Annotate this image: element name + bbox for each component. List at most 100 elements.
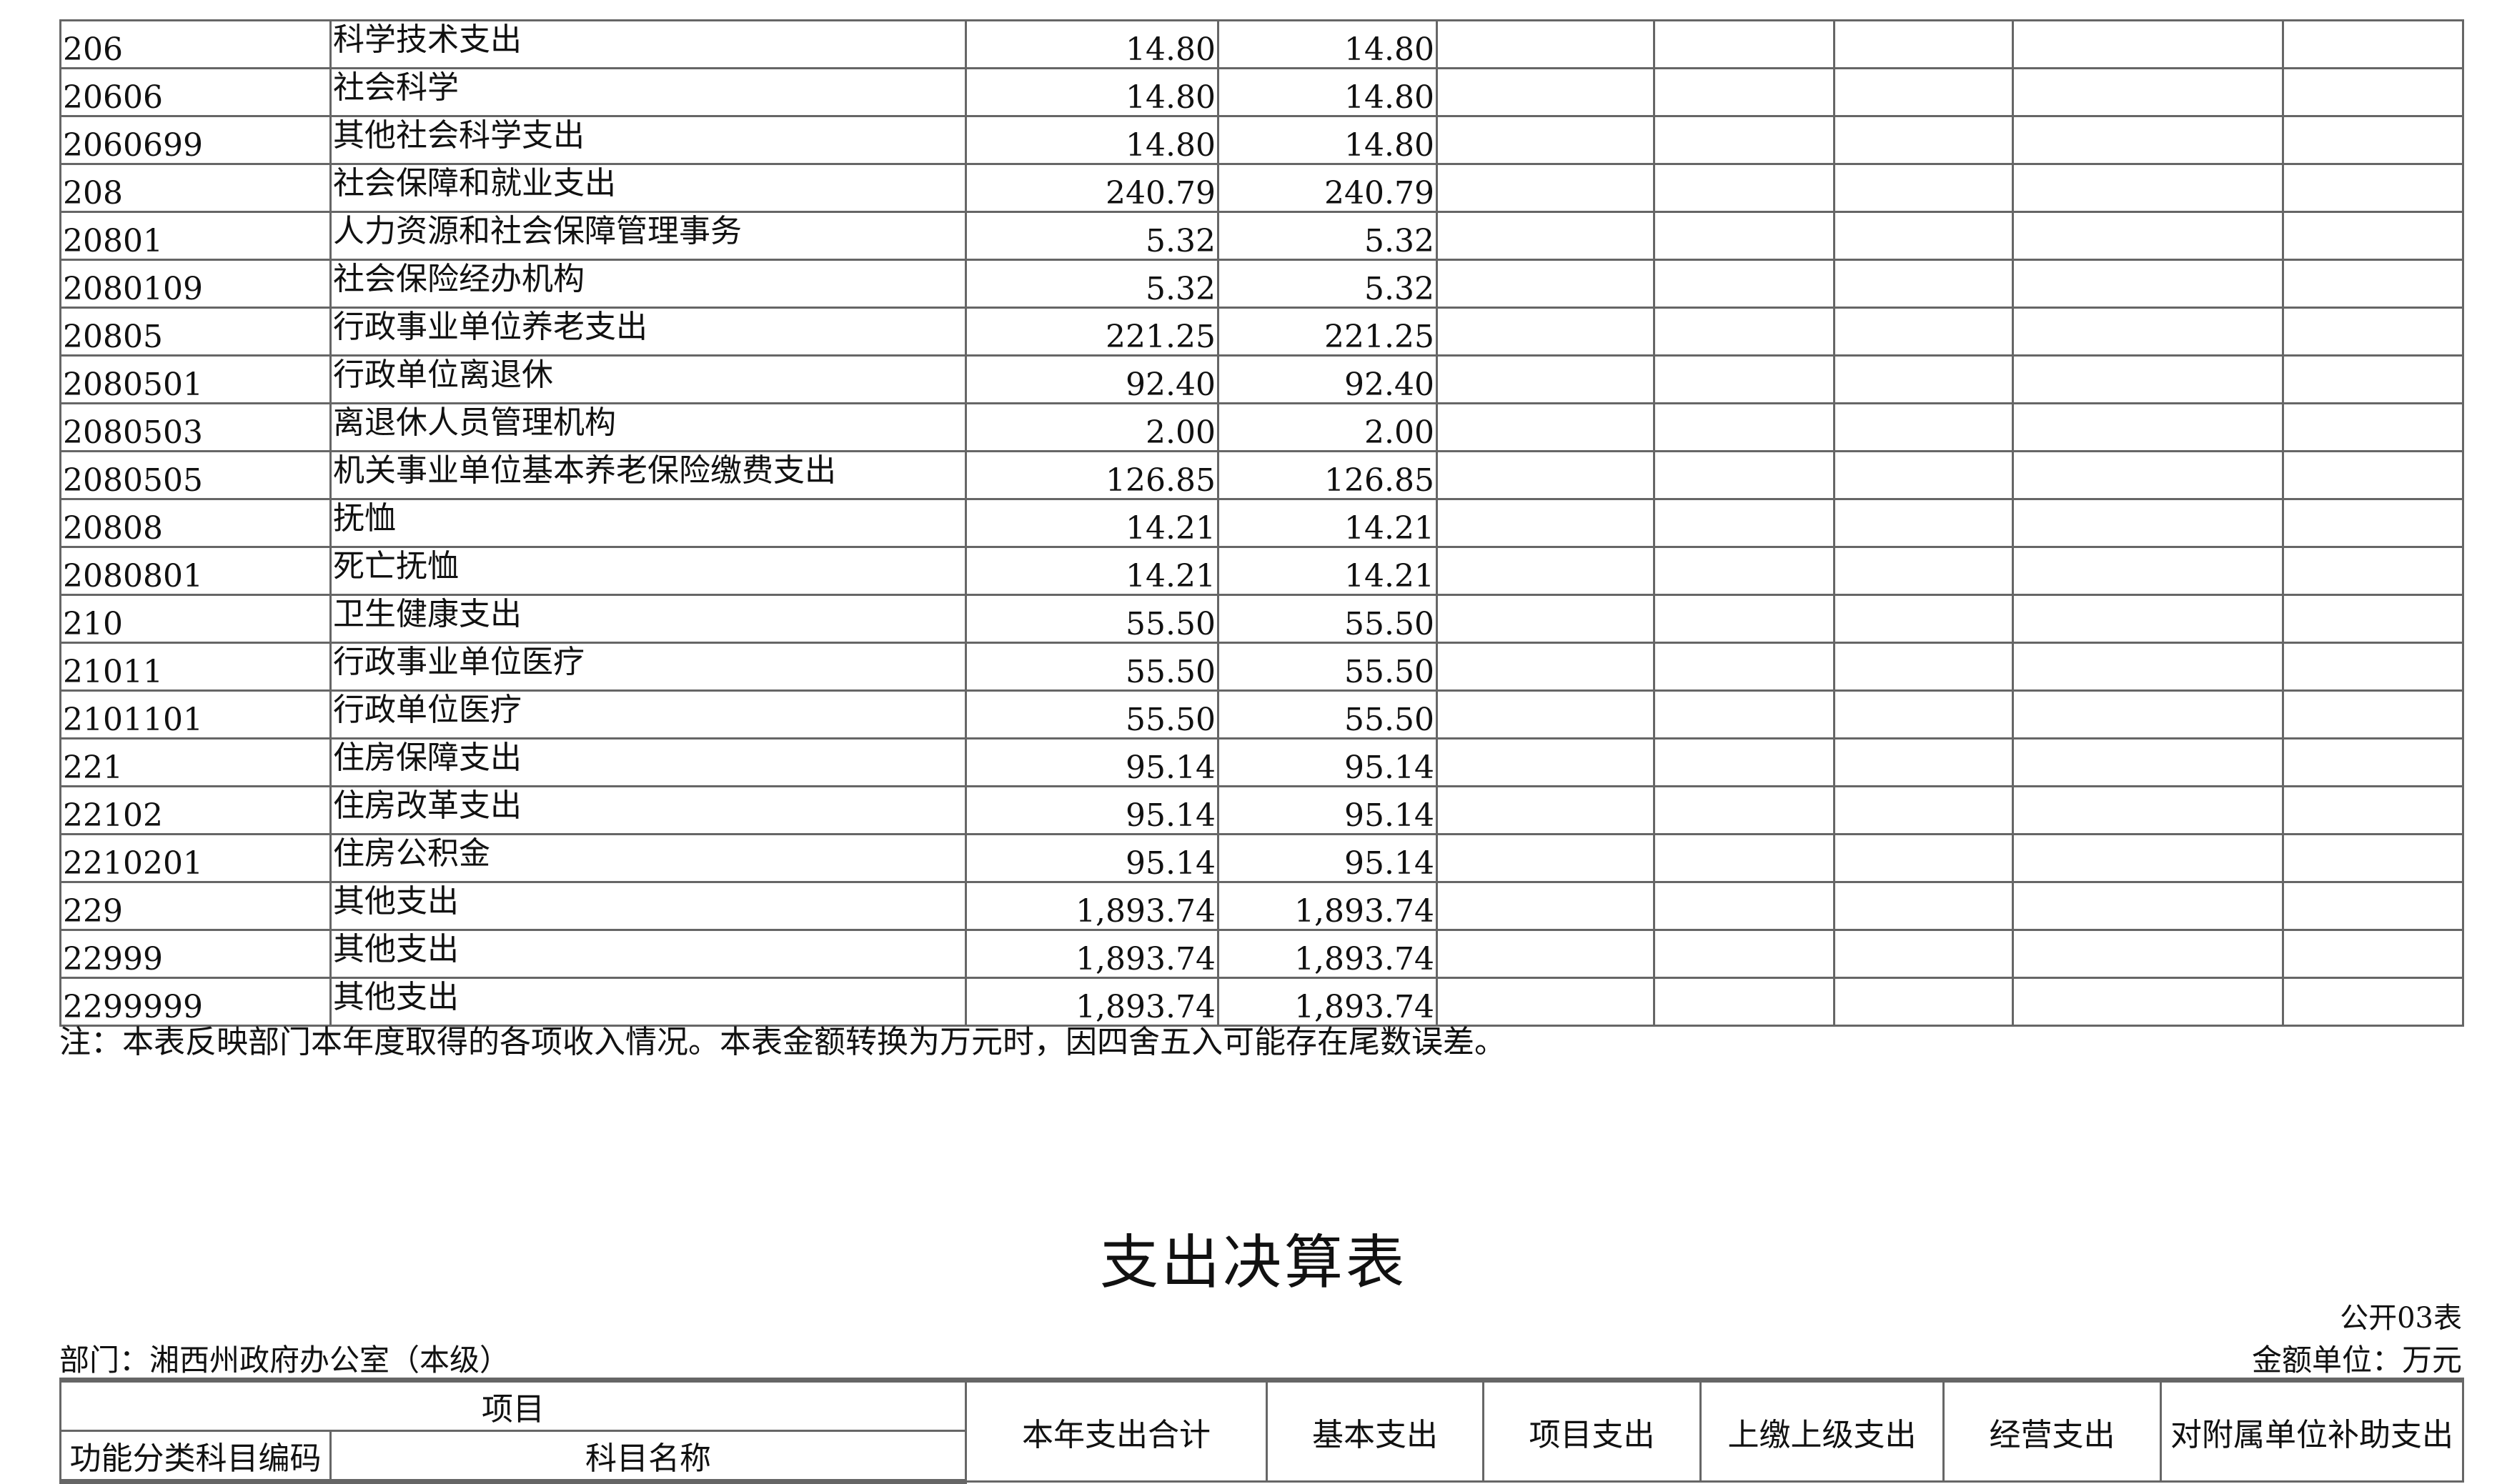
row-basic: 126.85: [1217, 450, 1438, 500]
row-basic: 1,893.74: [1217, 977, 1438, 1027]
empty-cell: [1833, 881, 2014, 931]
empty-cell: [2012, 689, 2284, 739]
row-name: 抚恤: [329, 498, 967, 548]
empty-cell: [2012, 594, 2284, 644]
row-code: 2080501: [59, 354, 332, 404]
unit-label: 金额单位：万元: [2251, 1343, 2462, 1378]
empty-cell: [1653, 211, 1835, 261]
empty-cell: [1436, 977, 1655, 1027]
table-note: 注：本表反映部门本年度取得的各项收入情况。本表金额转换为万元时，因四舍五入可能存…: [59, 1024, 1506, 1060]
empty-cell: [1833, 785, 2014, 835]
row-name: 其他支出: [329, 977, 967, 1027]
empty-cell: [2282, 929, 2464, 979]
table-row: 2060699 其他社会科学支出 14.80 14.80: [59, 115, 2464, 165]
row-code: 20606: [59, 67, 332, 117]
header-total: 本年支出合计: [965, 1378, 1268, 1483]
page-title: 支出决算表: [1099, 1229, 1407, 1297]
empty-cell: [1436, 450, 1655, 500]
row-basic: 5.32: [1217, 259, 1438, 309]
row-code: 20801: [59, 211, 332, 261]
empty-cell: [2012, 929, 2284, 979]
row-name: 社会保障和就业支出: [329, 163, 967, 213]
row-total: 14.80: [965, 67, 1219, 117]
empty-cell: [1833, 977, 2014, 1027]
row-total: 14.80: [965, 19, 1219, 69]
empty-cell: [1436, 546, 1655, 596]
empty-cell: [1833, 689, 2014, 739]
row-code: 208: [59, 163, 332, 213]
empty-cell: [1653, 307, 1835, 357]
row-name: 科学技术支出: [329, 19, 967, 69]
row-name: 其他社会科学支出: [329, 115, 967, 165]
empty-cell: [2282, 307, 2464, 357]
header-item: 项目: [59, 1378, 967, 1432]
row-name: 行政单位离退休: [329, 354, 967, 404]
table-row: 2080801 死亡抚恤 14.21 14.21: [59, 546, 2464, 596]
empty-cell: [2012, 211, 2284, 261]
empty-cell: [2012, 546, 2284, 596]
table-row: 2080501 行政单位离退休 92.40 92.40: [59, 354, 2464, 404]
row-code: 2080505: [59, 450, 332, 500]
empty-cell: [1653, 737, 1835, 787]
empty-cell: [2282, 881, 2464, 931]
empty-cell: [2282, 546, 2464, 596]
table-row: 2210201 住房公积金 95.14 95.14: [59, 833, 2464, 883]
empty-cell: [2282, 354, 2464, 404]
empty-cell: [1833, 211, 2014, 261]
empty-cell: [2012, 354, 2284, 404]
row-total: 5.32: [965, 211, 1219, 261]
empty-cell: [1653, 402, 1835, 452]
empty-cell: [1436, 163, 1655, 213]
row-name: 行政单位医疗: [329, 689, 967, 739]
row-basic: 14.80: [1217, 115, 1438, 165]
empty-cell: [1436, 498, 1655, 548]
row-name: 死亡抚恤: [329, 546, 967, 596]
empty-cell: [1653, 546, 1835, 596]
row-basic: 55.50: [1217, 689, 1438, 739]
empty-cell: [2282, 498, 2464, 548]
expenditure-table-header: 项目 本年支出合计 基本支出 项目支出 上缴上级支出 经营支出 对附属单位补助支…: [59, 1378, 2464, 1484]
header-subsidy: 对附属单位补助支出: [2160, 1378, 2464, 1483]
empty-cell: [1653, 19, 1835, 69]
table-row: 221 住房保障支出 95.14 95.14: [59, 737, 2464, 787]
empty-cell: [1833, 19, 2014, 69]
table-row: 208 社会保障和就业支出 240.79 240.79: [59, 163, 2464, 213]
row-code: 2060699: [59, 115, 332, 165]
row-total: 14.21: [965, 498, 1219, 548]
row-basic: 14.21: [1217, 498, 1438, 548]
empty-cell: [1833, 163, 2014, 213]
row-basic: 221.25: [1217, 307, 1438, 357]
row-basic: 55.50: [1217, 594, 1438, 644]
row-name: 住房改革支出: [329, 785, 967, 835]
row-total: 92.40: [965, 354, 1219, 404]
department-label: 部门：湘西州政府办公室（本级）: [59, 1343, 510, 1378]
empty-cell: [2012, 785, 2284, 835]
empty-cell: [2012, 19, 2284, 69]
empty-cell: [2012, 115, 2284, 165]
row-basic: 14.80: [1217, 67, 1438, 117]
table-row: 2080109 社会保险经办机构 5.32 5.32: [59, 259, 2464, 309]
table-row: 22999 其他支出 1,893.74 1,893.74: [59, 929, 2464, 979]
row-name: 卫生健康支出: [329, 594, 967, 644]
header-basic: 基本支出: [1266, 1378, 1484, 1483]
empty-cell: [2012, 881, 2284, 931]
table-row: 2101101 行政单位医疗 55.50 55.50: [59, 689, 2464, 739]
empty-cell: [1833, 450, 2014, 500]
row-total: 126.85: [965, 450, 1219, 500]
empty-cell: [2282, 67, 2464, 117]
empty-cell: [2012, 737, 2284, 787]
empty-cell: [2282, 785, 2464, 835]
row-code: 22999: [59, 929, 332, 979]
row-basic: 5.32: [1217, 211, 1438, 261]
empty-cell: [2012, 307, 2284, 357]
empty-cell: [1833, 594, 2014, 644]
row-total: 95.14: [965, 737, 1219, 787]
empty-cell: [1653, 115, 1835, 165]
empty-cell: [1653, 450, 1835, 500]
row-total: 55.50: [965, 642, 1219, 692]
row-basic: 95.14: [1217, 737, 1438, 787]
row-basic: 1,893.74: [1217, 881, 1438, 931]
empty-cell: [2012, 67, 2284, 117]
row-code: 2080109: [59, 259, 332, 309]
empty-cell: [1833, 307, 2014, 357]
